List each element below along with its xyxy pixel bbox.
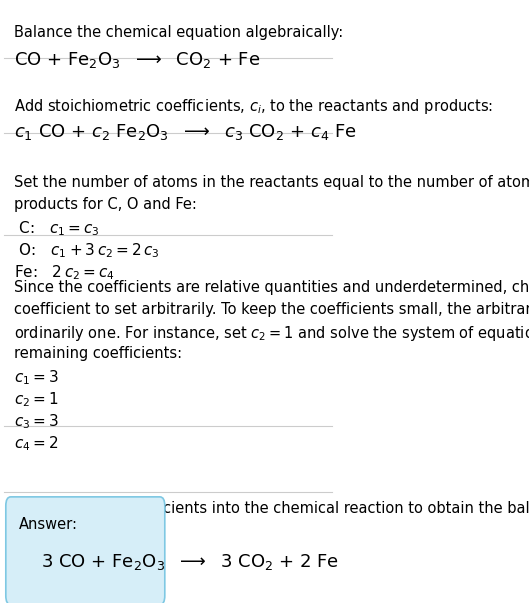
- Text: 3 CO + Fe$_2$O$_3$  $\longrightarrow$  3 CO$_2$ + 2 Fe: 3 CO + Fe$_2$O$_3$ $\longrightarrow$ 3 C…: [24, 552, 339, 572]
- Text: Since the coefficients are relative quantities and underdetermined, choose a: Since the coefficients are relative quan…: [14, 280, 529, 294]
- Text: Answer:: Answer:: [19, 517, 78, 532]
- Text: $c_2 = 1$: $c_2 = 1$: [14, 390, 59, 409]
- Text: products for C, O and Fe:: products for C, O and Fe:: [14, 197, 197, 212]
- FancyBboxPatch shape: [6, 497, 165, 605]
- Text: Substitute the coefficients into the chemical reaction to obtain the balanced: Substitute the coefficients into the che…: [14, 501, 529, 516]
- Text: O:   $c_1 + 3\,c_2 = 2\,c_3$: O: $c_1 + 3\,c_2 = 2\,c_3$: [14, 241, 160, 260]
- Text: Add stoichiometric coefficients, $c_i$, to the reactants and products:: Add stoichiometric coefficients, $c_i$, …: [14, 97, 493, 116]
- Text: ordinarily one. For instance, set $c_2 = 1$ and solve the system of equations fo: ordinarily one. For instance, set $c_2 =…: [14, 324, 529, 343]
- Text: coefficient to set arbitrarily. To keep the coefficients small, the arbitrary va: coefficient to set arbitrarily. To keep …: [14, 302, 529, 317]
- Text: $c_1$ CO + $c_2$ Fe$_2$O$_3$  $\longrightarrow$  $c_3$ CO$_2$ + $c_4$ Fe: $c_1$ CO + $c_2$ Fe$_2$O$_3$ $\longright…: [14, 122, 357, 142]
- Text: $c_1 = 3$: $c_1 = 3$: [14, 368, 59, 387]
- Text: Balance the chemical equation algebraically:: Balance the chemical equation algebraica…: [14, 25, 343, 40]
- Text: Set the number of atoms in the reactants equal to the number of atoms in the: Set the number of atoms in the reactants…: [14, 175, 529, 190]
- Text: equation:: equation:: [14, 523, 84, 538]
- Text: C:   $c_1 = c_3$: C: $c_1 = c_3$: [14, 219, 100, 238]
- Text: CO + Fe$_2$O$_3$  $\longrightarrow$  CO$_2$ + Fe: CO + Fe$_2$O$_3$ $\longrightarrow$ CO$_2…: [14, 50, 260, 70]
- Text: Fe:   $2\,c_2 = c_4$: Fe: $2\,c_2 = c_4$: [14, 263, 115, 282]
- Text: remaining coefficients:: remaining coefficients:: [14, 346, 182, 361]
- Text: $c_3 = 3$: $c_3 = 3$: [14, 413, 59, 431]
- Text: $c_4 = 2$: $c_4 = 2$: [14, 435, 59, 453]
